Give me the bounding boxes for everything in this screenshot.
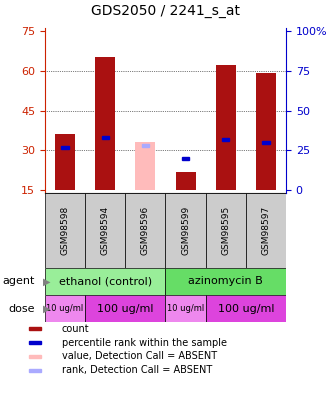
Text: GSM98596: GSM98596 (141, 206, 150, 255)
Text: GSM98594: GSM98594 (101, 206, 110, 255)
Text: agent: agent (3, 277, 35, 286)
Bar (222, 138, 229, 141)
Bar (95, 57, 115, 190)
FancyBboxPatch shape (246, 193, 286, 268)
Bar (142, 143, 149, 147)
Bar (216, 65, 236, 190)
Text: 10 ug/ml: 10 ug/ml (167, 304, 204, 313)
Bar (135, 143, 156, 190)
FancyBboxPatch shape (45, 295, 85, 322)
FancyBboxPatch shape (45, 193, 85, 268)
Text: ethanol (control): ethanol (control) (59, 277, 152, 286)
Text: GSM98599: GSM98599 (181, 206, 190, 255)
Text: ▶: ▶ (43, 303, 51, 313)
Bar (175, 172, 196, 190)
FancyBboxPatch shape (166, 295, 206, 322)
Bar (62, 146, 69, 149)
Bar (29, 369, 41, 372)
FancyBboxPatch shape (45, 268, 166, 295)
Bar (29, 341, 41, 344)
Bar (262, 141, 269, 144)
Bar (29, 327, 41, 330)
FancyBboxPatch shape (206, 193, 246, 268)
Text: GSM98597: GSM98597 (261, 206, 270, 255)
FancyBboxPatch shape (125, 193, 166, 268)
Bar (256, 73, 276, 190)
Bar (29, 355, 41, 358)
Text: dose: dose (9, 303, 35, 313)
Text: GSM98598: GSM98598 (61, 206, 70, 255)
Text: percentile rank within the sample: percentile rank within the sample (62, 338, 227, 347)
Text: rank, Detection Call = ABSENT: rank, Detection Call = ABSENT (62, 365, 212, 375)
Bar (55, 134, 75, 190)
Text: 10 ug/ml: 10 ug/ml (46, 304, 84, 313)
Text: azinomycin B: azinomycin B (188, 277, 263, 286)
FancyBboxPatch shape (166, 268, 286, 295)
FancyBboxPatch shape (85, 295, 166, 322)
Text: value, Detection Call = ABSENT: value, Detection Call = ABSENT (62, 352, 217, 361)
FancyBboxPatch shape (166, 193, 206, 268)
FancyBboxPatch shape (85, 193, 125, 268)
Bar (182, 157, 189, 160)
Text: ▶: ▶ (43, 277, 51, 286)
Text: count: count (62, 324, 89, 334)
Text: GSM98595: GSM98595 (221, 206, 230, 255)
FancyBboxPatch shape (206, 295, 286, 322)
Text: 100 ug/ml: 100 ug/ml (217, 303, 274, 313)
Text: GDS2050 / 2241_s_at: GDS2050 / 2241_s_at (91, 4, 240, 18)
Bar (102, 136, 109, 139)
Text: 100 ug/ml: 100 ug/ml (97, 303, 154, 313)
